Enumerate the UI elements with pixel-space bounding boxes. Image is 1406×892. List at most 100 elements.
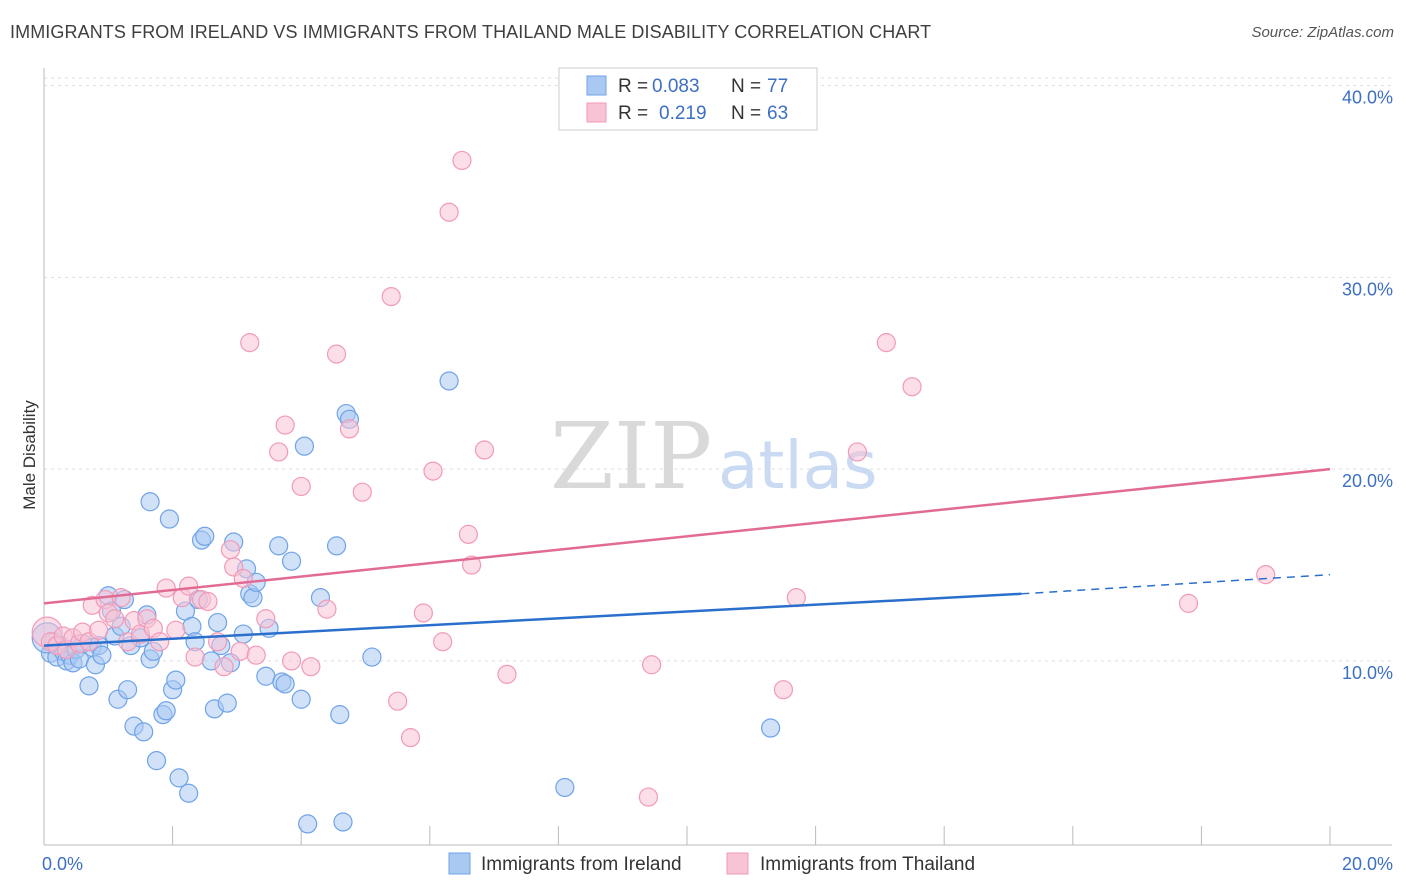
thailand-point-63	[876, 333, 896, 353]
thailand-point-13	[105, 609, 125, 629]
ireland-point-33	[159, 509, 179, 529]
thailand-point-44	[339, 419, 360, 439]
trend-lines	[43, 467, 1331, 647]
legend-r-label-thailand: R =	[618, 103, 648, 124]
ireland-point-61	[291, 689, 311, 709]
x-tick-label-min: 0.0%	[42, 854, 83, 874]
ireland-point-57	[256, 666, 276, 686]
stats-legend: R = 0.083 N = 77 R = 0.219 N = 63	[558, 67, 818, 131]
y-axis-label: Male Disability	[20, 400, 39, 510]
thailand-point-49	[413, 603, 433, 623]
thailand-point-61	[786, 588, 806, 608]
thailand-point-22	[166, 620, 186, 640]
thailand-point-20	[150, 632, 170, 652]
trend-line-ireland-extension	[1021, 573, 1331, 595]
legend-n-thailand: 63	[767, 103, 788, 124]
ireland-point-30	[146, 751, 167, 771]
thailand-point-42	[317, 599, 337, 619]
legend-r-thailand: 0.219	[659, 103, 707, 124]
thailand-point-37	[269, 442, 289, 462]
y-tick-label-2: 30.0%	[1342, 279, 1393, 299]
bottom-legend-swatch-ireland	[448, 852, 471, 875]
thailand-point-64	[902, 377, 922, 397]
ireland-point-71	[439, 371, 459, 391]
watermark: ZIP atlas	[550, 403, 878, 510]
thailand-point-66	[1256, 565, 1276, 585]
watermark-atlas: atlas	[718, 427, 878, 504]
ireland-point-63	[298, 814, 318, 834]
ireland-point-35	[166, 670, 186, 690]
ireland-point-38	[179, 783, 199, 803]
thailand-point-35	[246, 645, 266, 665]
thailand-point-53	[452, 150, 472, 171]
ireland-point-36	[169, 768, 189, 788]
thailand-point-34	[240, 333, 260, 353]
ireland-point-26	[134, 722, 154, 742]
ireland-point-66	[330, 705, 350, 725]
thailand-point-25	[185, 647, 205, 667]
ireland-point-70	[362, 647, 382, 667]
x-tick-label-max: 20.0%	[1342, 854, 1393, 874]
trend-line-ireland	[43, 592, 1022, 647]
thailand-point-57	[497, 664, 517, 684]
series-legend: Immigrants from Ireland Immigrants from …	[448, 852, 975, 875]
thailand-point-56	[474, 440, 495, 460]
thailand-point-39	[281, 651, 302, 671]
thailand-point-47	[388, 691, 408, 711]
ireland-point-65	[326, 536, 347, 556]
chart-title: IMMIGRANTS FROM IRELAND VS IMMIGRANTS FR…	[10, 22, 932, 42]
thailand-point-33	[233, 568, 253, 589]
legend-swatch-ireland	[586, 75, 607, 96]
bottom-legend-swatch-thailand	[726, 852, 749, 875]
thailand-point-41	[301, 657, 321, 677]
thailand-point-36	[256, 609, 276, 629]
ireland-point-72	[555, 777, 575, 798]
chart-source: Source: ZipAtlas.com	[1251, 24, 1394, 41]
y-tick-labels: 10.0% 20.0% 30.0% 40.0%	[1342, 88, 1393, 683]
ireland-point-11	[79, 676, 99, 696]
y-tick-label-0: 10.0%	[1342, 663, 1393, 683]
trend-line-thailand	[43, 467, 1331, 605]
ireland-point-62	[294, 436, 315, 456]
watermark-zip: ZIP	[550, 403, 712, 510]
thailand-point-60	[773, 680, 794, 700]
thailand-point-58	[642, 655, 662, 675]
thailand-point-50	[423, 461, 443, 481]
ireland-point-60	[281, 551, 302, 571]
bottom-legend-thailand: Immigrants from Thailand	[760, 854, 975, 875]
axes	[43, 68, 1392, 846]
legend-r-ireland: 0.083	[652, 76, 700, 97]
ireland-point-22	[117, 680, 138, 700]
legend-r-label-ireland: R =	[618, 76, 648, 97]
thailand-point-40	[291, 476, 311, 497]
thailand-point-51	[433, 632, 453, 652]
thailand-point-52	[439, 202, 459, 222]
thailand-point-45	[352, 482, 372, 502]
ireland-point-67	[333, 812, 353, 832]
thailand-point-46	[381, 286, 401, 307]
thailand-point-54	[458, 524, 478, 544]
thailand-point-14	[111, 588, 131, 608]
thailand-point-48	[400, 728, 421, 748]
thailand-point-30	[220, 540, 241, 560]
ireland-point-59	[269, 536, 289, 556]
legend-swatch-thailand	[586, 102, 607, 123]
thailand-point-29	[214, 657, 234, 677]
ireland-point-46	[208, 612, 228, 633]
thailand-point-62	[847, 442, 867, 462]
ireland-point-73	[760, 718, 781, 738]
ireland-point-48	[217, 693, 237, 713]
legend-n-label-thailand: N =	[731, 103, 761, 124]
thailand-point-10	[89, 620, 109, 640]
thailand-point-32	[230, 641, 250, 661]
thailand-point-55	[461, 555, 482, 575]
ireland-point-15	[92, 645, 112, 665]
ireland-point-43	[195, 526, 215, 546]
x-tick-labels: 0.0% 20.0%	[42, 854, 1393, 874]
thailand-point-21	[156, 578, 176, 598]
ireland-point-75	[275, 674, 295, 694]
y-tick-label-1: 20.0%	[1342, 471, 1393, 491]
bottom-legend-ireland: Immigrants from Ireland	[481, 854, 682, 875]
thailand-point-59	[638, 787, 659, 807]
